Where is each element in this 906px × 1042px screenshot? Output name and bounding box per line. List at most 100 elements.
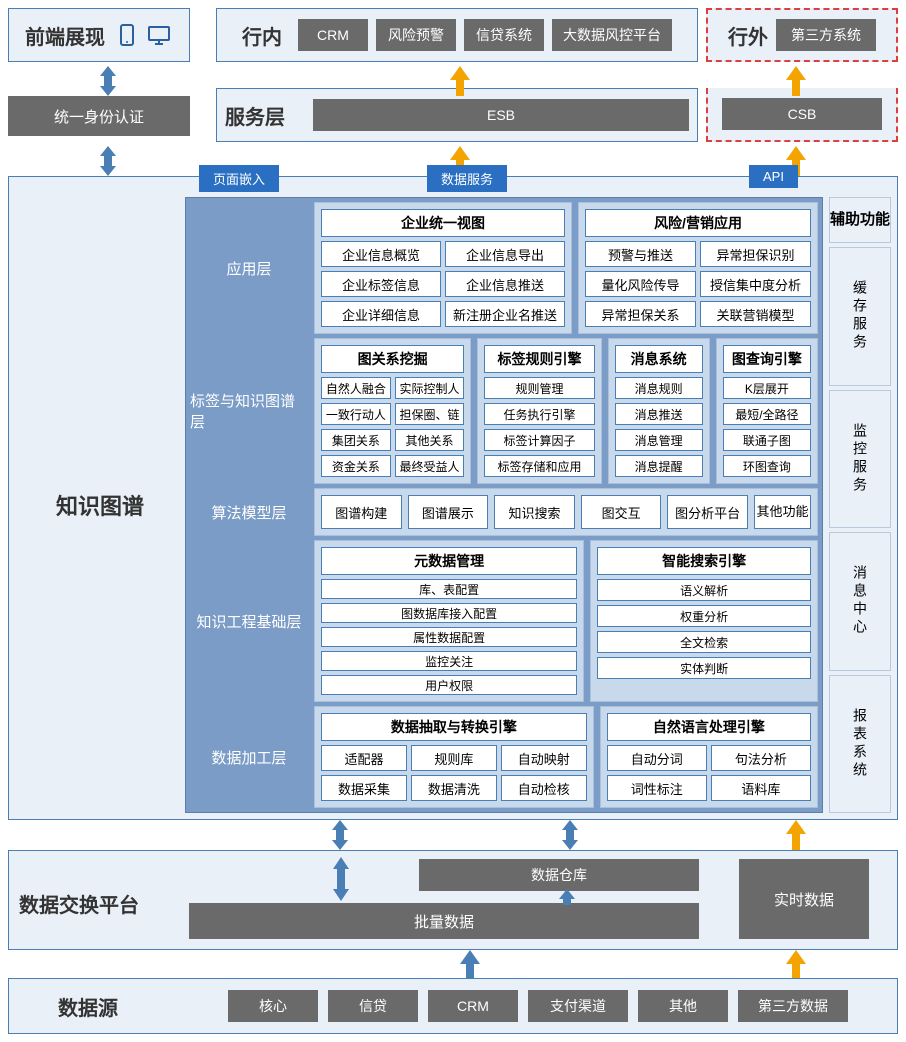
auth-box: 统一身份认证	[8, 96, 190, 136]
csb-box: CSB	[722, 98, 882, 130]
arrow-bidir-icon	[328, 820, 352, 850]
source-item: 其他	[638, 990, 728, 1022]
batch-box: 批量数据	[189, 903, 699, 939]
tag-item: 标签存储和应用	[484, 455, 594, 477]
arrow-bidir-icon	[558, 820, 582, 850]
aux-column: 辅助功能 缓存服务 监控服务 消息中心 报表系统	[829, 197, 891, 813]
algo-item: 图交互	[581, 495, 662, 529]
csb-wrap: CSB	[706, 88, 898, 142]
frontend-display-box: 前端展现	[8, 8, 190, 62]
esb-box: ESB	[313, 99, 689, 131]
tag-item: 消息推送	[615, 403, 703, 425]
source-item: 第三方数据	[738, 990, 848, 1022]
proc-item: 语料库	[711, 775, 811, 801]
proc-layer-label: 数据加工层	[190, 706, 308, 808]
app-item: 企业信息导出	[445, 241, 565, 267]
warehouse-box: 数据仓库	[419, 859, 699, 891]
tag-layer-row: 标签与知识图谱层 图关系挖掘 自然人融合实际控制人 一致行动人担保圈、链 集团关…	[190, 338, 818, 484]
proc-g2-title: 自然语言处理引擎	[607, 713, 811, 741]
proc-item: 规则库	[411, 745, 497, 771]
algo-item: 图谱构建	[321, 495, 402, 529]
infra-item: 监控关注	[321, 651, 577, 671]
tag-item: 规则管理	[484, 377, 594, 399]
service-label: 服务层	[225, 101, 295, 130]
tab-data-service: 数据服务	[427, 165, 507, 192]
tag-g3-panel: 消息系统 消息规则 消息推送 消息管理 消息提醒	[608, 338, 710, 484]
infra-g1-panel: 元数据管理 库、表配置 图数据库接入配置 属性数据配置 监控关注 用户权限	[314, 540, 584, 702]
arrow-up-icon	[784, 950, 808, 978]
tag-item: 集团关系	[321, 429, 391, 451]
app-item: 授信集中度分析	[700, 271, 811, 297]
proc-item: 词性标注	[607, 775, 707, 801]
infra-item: 语义解析	[597, 579, 811, 601]
main-title: 知识图谱	[15, 197, 185, 813]
infra-item: 实体判断	[597, 657, 811, 679]
source-item: 核心	[228, 990, 318, 1022]
infra-item: 全文检索	[597, 631, 811, 653]
proc-g1-title: 数据抽取与转换引擎	[321, 713, 587, 741]
arrow-bidir-icon	[96, 146, 120, 176]
internal-label: 行内	[242, 21, 282, 50]
algo-layer-row: 算法模型层 图谱构建 图谱展示 知识搜索 图交互 图分析平台 其他功能	[190, 488, 818, 536]
internal-item: 风险预警	[376, 19, 456, 51]
proc-item: 自动映射	[501, 745, 587, 771]
arrow-up-icon	[784, 66, 808, 96]
proc-item: 自动分词	[607, 745, 707, 771]
arrow-bidir-icon	[329, 857, 353, 901]
tag-item: 最终受益人	[395, 455, 465, 477]
infra-g2-panel: 智能搜索引擎 语义解析 权重分析 全文检索 实体判断	[590, 540, 818, 702]
internal-row: 行内 CRM 风险预警 信贷系统 大数据风控平台	[216, 8, 698, 62]
tab-embed: 页面嵌入	[199, 165, 279, 192]
realtime-box: 实时数据	[739, 859, 869, 939]
app-item: 新注册企业名推送	[445, 301, 565, 327]
tag-g2-title: 标签规则引擎	[484, 345, 594, 373]
tag-g2-panel: 标签规则引擎 规则管理 任务执行引擎 标签计算因子 标签存储和应用	[477, 338, 601, 484]
app-item: 企业标签信息	[321, 271, 441, 297]
proc-item: 句法分析	[711, 745, 811, 771]
external-row: 行外 第三方系统	[706, 8, 898, 62]
infra-item: 用户权限	[321, 675, 577, 695]
arrow-up-icon	[784, 820, 808, 850]
data-exchange-box: 数据交换平台 数据仓库 批量数据 实时数据	[8, 850, 898, 950]
infra-item: 库、表配置	[321, 579, 577, 599]
tag-item: 环图查询	[723, 455, 811, 477]
frontend-label: 前端展现	[25, 21, 105, 50]
tag-item: 消息管理	[615, 429, 703, 451]
algo-item: 知识搜索	[494, 495, 575, 529]
app-item: 预警与推送	[585, 241, 696, 267]
app-item: 企业信息概览	[321, 241, 441, 267]
tag-g1-panel: 图关系挖掘 自然人融合实际控制人 一致行动人担保圈、链 集团关系其他关系 资金关…	[314, 338, 471, 484]
app-item: 企业信息推送	[445, 271, 565, 297]
app-g2-panel: 风险/营销应用 预警与推送异常担保识别 量化风险传导授信集中度分析 异常担保关系…	[578, 202, 818, 334]
proc-item: 自动检核	[501, 775, 587, 801]
app-g1-title: 企业统一视图	[321, 209, 565, 237]
internal-item: 大数据风控平台	[552, 19, 672, 51]
knowledge-graph-container: 页面嵌入 数据服务 API 知识图谱 应用层 企业统一视图 企业信息概览企业信息…	[8, 176, 898, 820]
proc-item: 数据清洗	[411, 775, 497, 801]
data-source-box: 数据源 核心 信贷 CRM 支付渠道 其他 第三方数据	[8, 978, 898, 1034]
infra-item: 属性数据配置	[321, 627, 577, 647]
tag-g4-panel: 图查询引擎 K层展开 最短/全路径 联通子图 环图查询	[716, 338, 818, 484]
exchange-label: 数据交换平台	[19, 889, 139, 918]
tag-item: 消息提醒	[615, 455, 703, 477]
source-item: CRM	[428, 990, 518, 1022]
app-g2-title: 风险/营销应用	[585, 209, 811, 237]
external-label: 行外	[728, 21, 768, 50]
tag-item: 实际控制人	[395, 377, 465, 399]
layers-panel: 应用层 企业统一视图 企业信息概览企业信息导出 企业标签信息企业信息推送 企业详…	[185, 197, 823, 813]
tag-item: 担保圈、链	[395, 403, 465, 425]
tab-api: API	[749, 165, 798, 188]
app-item: 量化风险传导	[585, 271, 696, 297]
aux-title: 辅助功能	[829, 197, 891, 243]
app-layer-label: 应用层	[190, 202, 308, 334]
algo-item: 图分析平台	[667, 495, 748, 529]
tag-item: 一致行动人	[321, 403, 391, 425]
app-item: 企业详细信息	[321, 301, 441, 327]
arrow-up-small-icon	[555, 889, 579, 905]
infra-g1-title: 元数据管理	[321, 547, 577, 575]
tag-g3-title: 消息系统	[615, 345, 703, 373]
proc-g2-panel: 自然语言处理引擎 自动分词句法分析 词性标注语料库	[600, 706, 818, 808]
tag-g4-title: 图查询引擎	[723, 345, 811, 373]
source-item: 支付渠道	[528, 990, 628, 1022]
desktop-icon	[145, 23, 173, 47]
